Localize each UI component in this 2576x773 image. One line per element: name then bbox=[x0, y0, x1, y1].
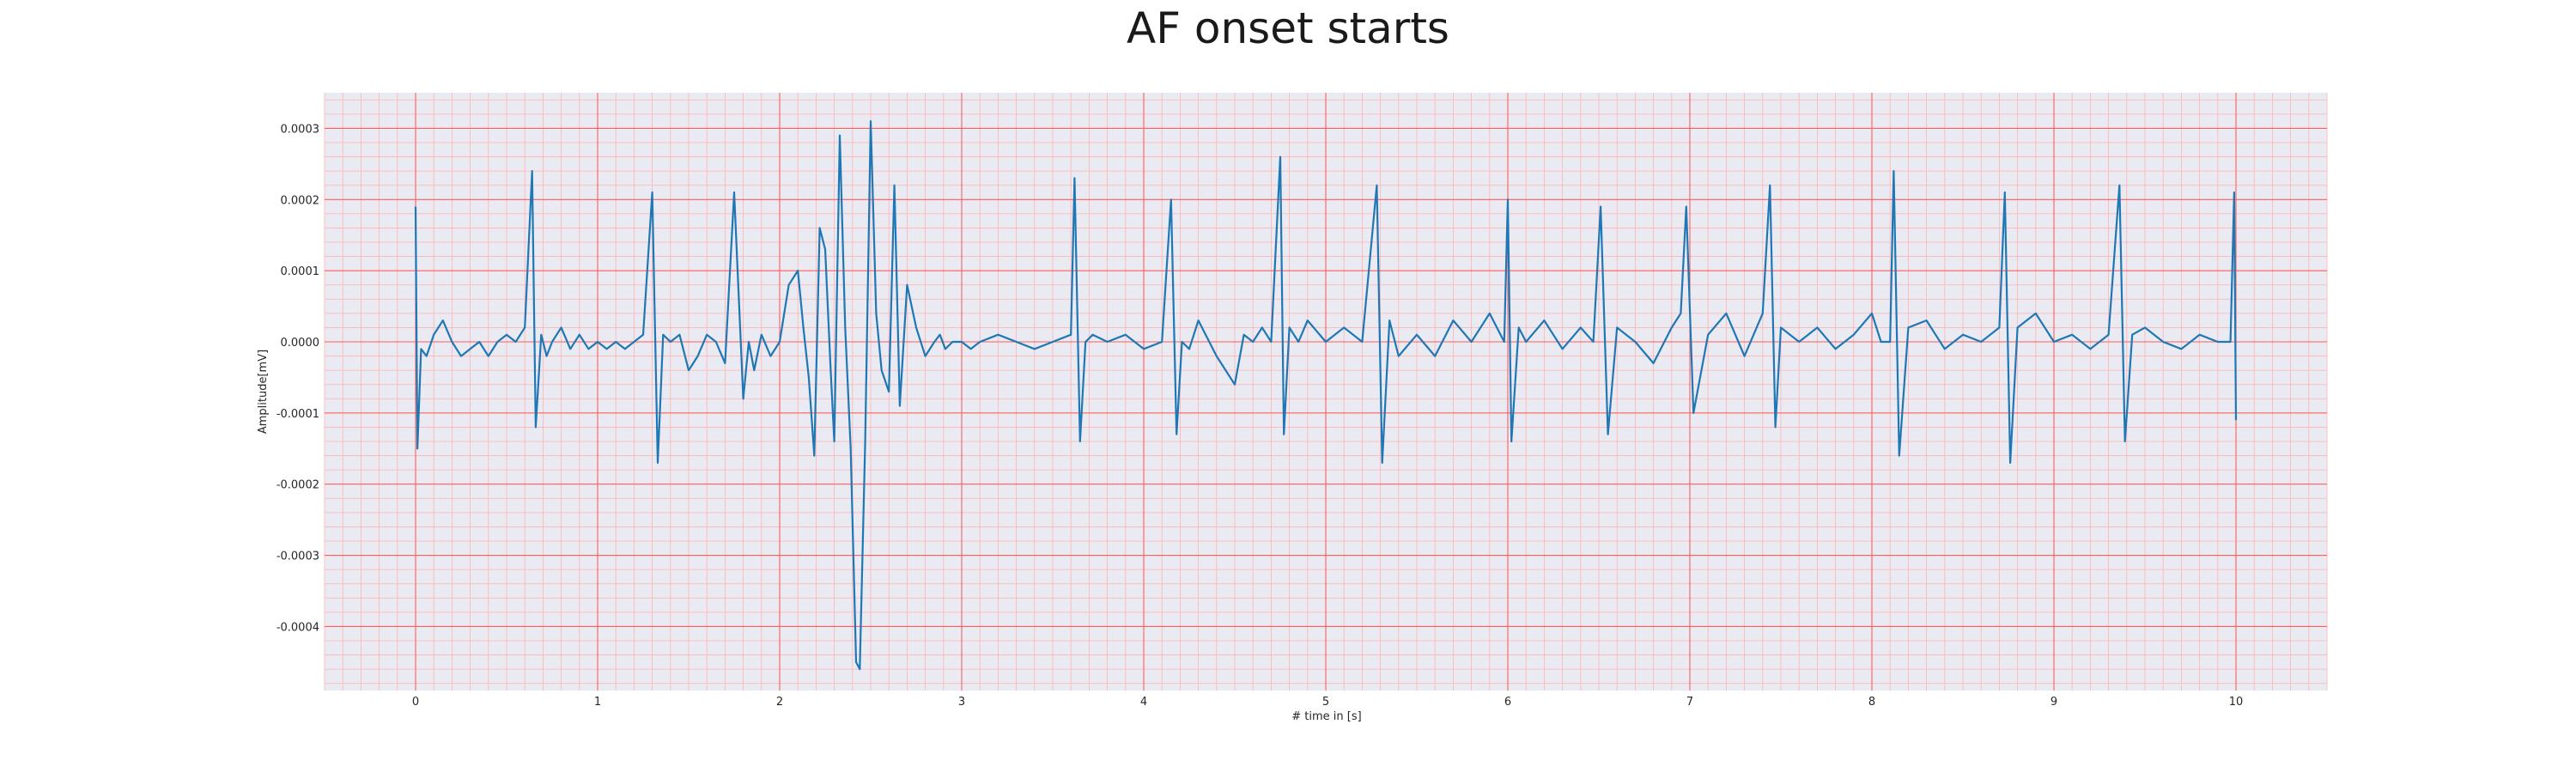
x-tick-label: 1 bbox=[594, 696, 601, 709]
y-tick-label: -0.0003 bbox=[276, 551, 319, 563]
y-tick-label: 0.0001 bbox=[281, 265, 320, 278]
x-tick-label: 2 bbox=[776, 696, 783, 709]
x-tick-label: 9 bbox=[2050, 696, 2057, 709]
y-tick-label: 0.0000 bbox=[281, 337, 320, 350]
x-tick-labels: 0 1 2 3 4 5 6 7 8 9 10 bbox=[412, 696, 2243, 709]
y-tick-label: -0.0001 bbox=[276, 408, 319, 421]
y-tick-label: 0.0002 bbox=[281, 194, 320, 207]
x-axis-label: # time in [s] bbox=[1291, 710, 1361, 723]
ecg-series-line bbox=[414, 120, 2238, 671]
y-tick-labels: 0.0003 0.0002 0.0001 0.0000 -0.0001 -0.0002 -0… bbox=[276, 123, 319, 634]
y-tick-label: -0.0002 bbox=[276, 479, 319, 492]
y-tick-label: -0.0004 bbox=[276, 621, 319, 634]
x-tick-label: 4 bbox=[1140, 696, 1147, 709]
y-axis-label: Amplitude[mV] bbox=[257, 350, 270, 434]
x-tick-label: 6 bbox=[1504, 696, 1511, 709]
x-tick-label: 7 bbox=[1686, 696, 1693, 709]
x-tick-label: 0 bbox=[412, 696, 419, 709]
x-tick-label: 3 bbox=[958, 696, 965, 709]
x-tick-label: 10 bbox=[2229, 696, 2244, 709]
x-tick-label: 5 bbox=[1322, 696, 1329, 709]
y-tick-label: 0.0003 bbox=[281, 123, 320, 136]
chart-title: AF onset starts bbox=[1127, 3, 1449, 53]
x-tick-label: 8 bbox=[1868, 696, 1875, 709]
